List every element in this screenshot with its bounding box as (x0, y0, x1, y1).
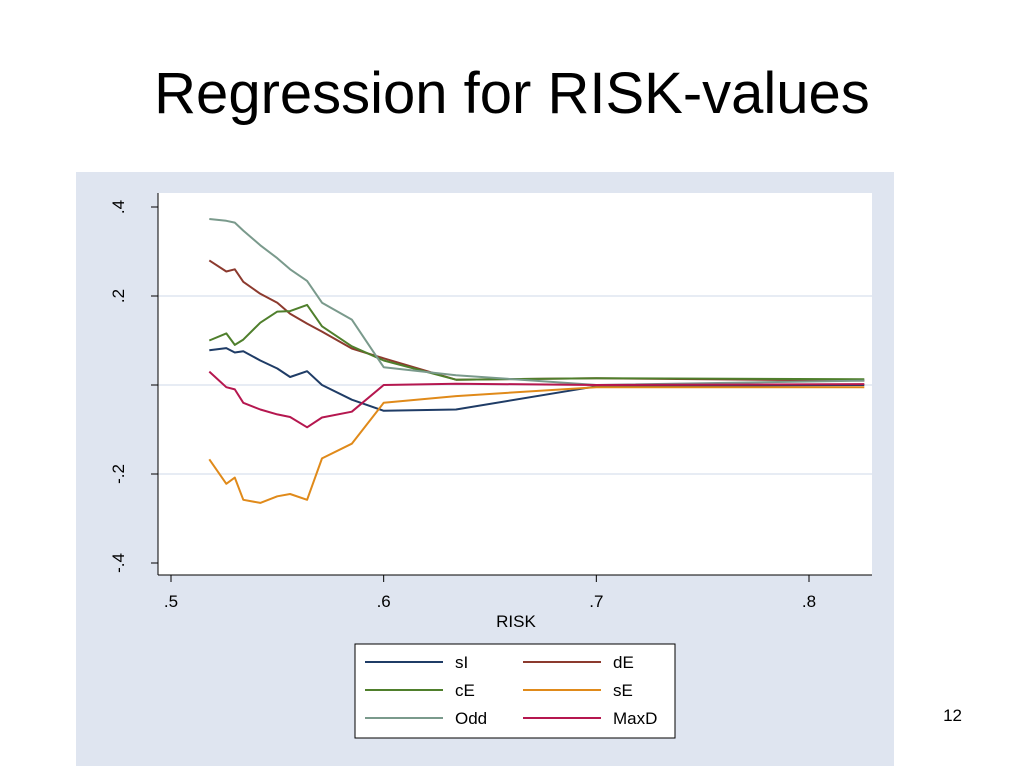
y-ticks: -.4 -.2 .2 .4 (109, 200, 158, 573)
x-axis-title: RISK (496, 612, 536, 631)
y-tick-label: -.4 (109, 553, 128, 573)
legend-label: dE (613, 653, 634, 672)
legend-label: sI (455, 653, 468, 672)
slide-title: Regression for RISK-values (154, 61, 870, 126)
series-line-odd (209, 218, 865, 386)
y-tick-label: .2 (109, 289, 128, 303)
y-tick-label: .4 (109, 200, 128, 214)
series-line-si (209, 347, 865, 412)
legend-label: cE (455, 681, 475, 700)
x-ticks: .5 .6 .7 .8 (164, 575, 816, 611)
legend-label: sE (613, 681, 633, 700)
legend-label: Odd (455, 709, 487, 728)
y-tick-label: -.2 (109, 464, 128, 484)
legend-label: MaxD (613, 709, 657, 728)
series-line-se (208, 386, 865, 504)
series-line-ce (208, 303, 865, 381)
x-tick-label: .5 (164, 592, 178, 611)
x-tick-label: .8 (802, 592, 816, 611)
slide-number: 12 (943, 706, 962, 725)
series-lines (208, 218, 865, 504)
series-line-maxd (208, 370, 865, 429)
x-tick-label: .7 (589, 592, 603, 611)
legend: sI dE cE sE Odd MaxD (365, 653, 657, 728)
x-tick-label: .6 (377, 592, 391, 611)
